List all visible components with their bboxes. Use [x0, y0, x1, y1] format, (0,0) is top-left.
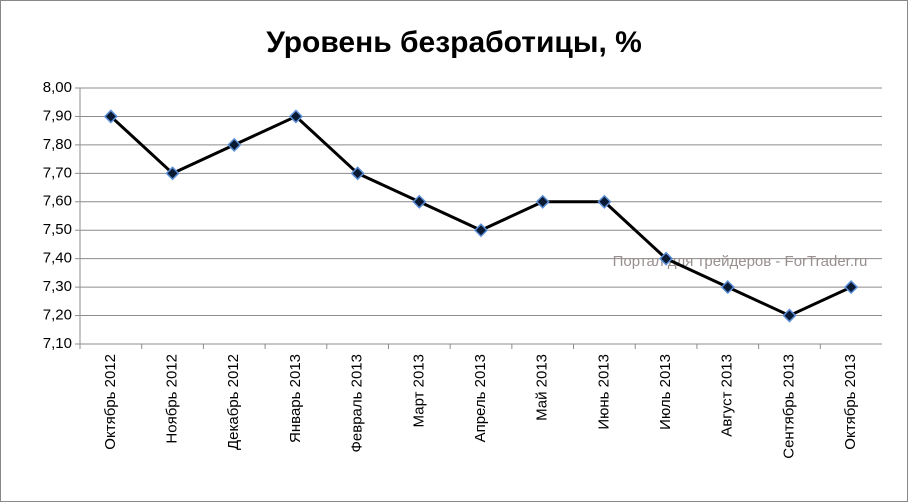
x-tick-label: Август 2013	[719, 354, 736, 437]
x-tick-label: Апрель 2013	[472, 354, 489, 442]
data-point	[720, 280, 735, 295]
x-tick-label: Май 2013	[534, 354, 551, 421]
data-point	[597, 194, 612, 209]
data-point	[103, 109, 118, 124]
x-tick-label: Октябрь 2012	[102, 354, 119, 450]
x-tick-label: Январь 2013	[287, 354, 304, 443]
chart-title: Уровень безработицы, %	[266, 26, 642, 59]
data-point	[165, 166, 180, 181]
data-point	[350, 166, 365, 181]
x-tick-label: Июль 2013	[657, 354, 674, 430]
y-tick-label: 8,00	[43, 79, 72, 96]
y-tick-label: 7,90	[43, 107, 72, 124]
watermark: Портал для трейдеров - ForTrader.ru	[613, 253, 868, 270]
x-tick-label: Декабрь 2012	[225, 354, 242, 450]
x-tick-label: Июнь 2013	[595, 354, 612, 430]
x-tick-label: Ноябрь 2012	[164, 354, 181, 444]
data-point	[782, 308, 797, 323]
x-tick-label: Сентябрь 2013	[780, 354, 797, 459]
x-tick-label: Март 2013	[410, 354, 427, 427]
data-point	[412, 194, 427, 209]
data-point	[473, 223, 489, 238]
x-tick-label: Февраль 2013	[349, 354, 366, 453]
data-point	[535, 194, 550, 209]
y-tick-label: 7,80	[43, 136, 72, 153]
y-tick-label: 7,40	[43, 250, 72, 267]
data-point	[659, 251, 674, 266]
data-point	[227, 137, 242, 152]
y-tick-label: 7,70	[43, 164, 72, 181]
y-tick-label: 7,50	[43, 221, 72, 238]
y-tick-label: 7,60	[43, 193, 72, 210]
data-point	[288, 109, 303, 124]
y-tick-label: 7,20	[43, 307, 72, 324]
y-tick-label: 7,10	[43, 335, 72, 352]
data-point	[844, 280, 859, 295]
x-tick-label: Октябрь 2013	[842, 354, 859, 450]
y-tick-label: 7,30	[43, 278, 72, 295]
